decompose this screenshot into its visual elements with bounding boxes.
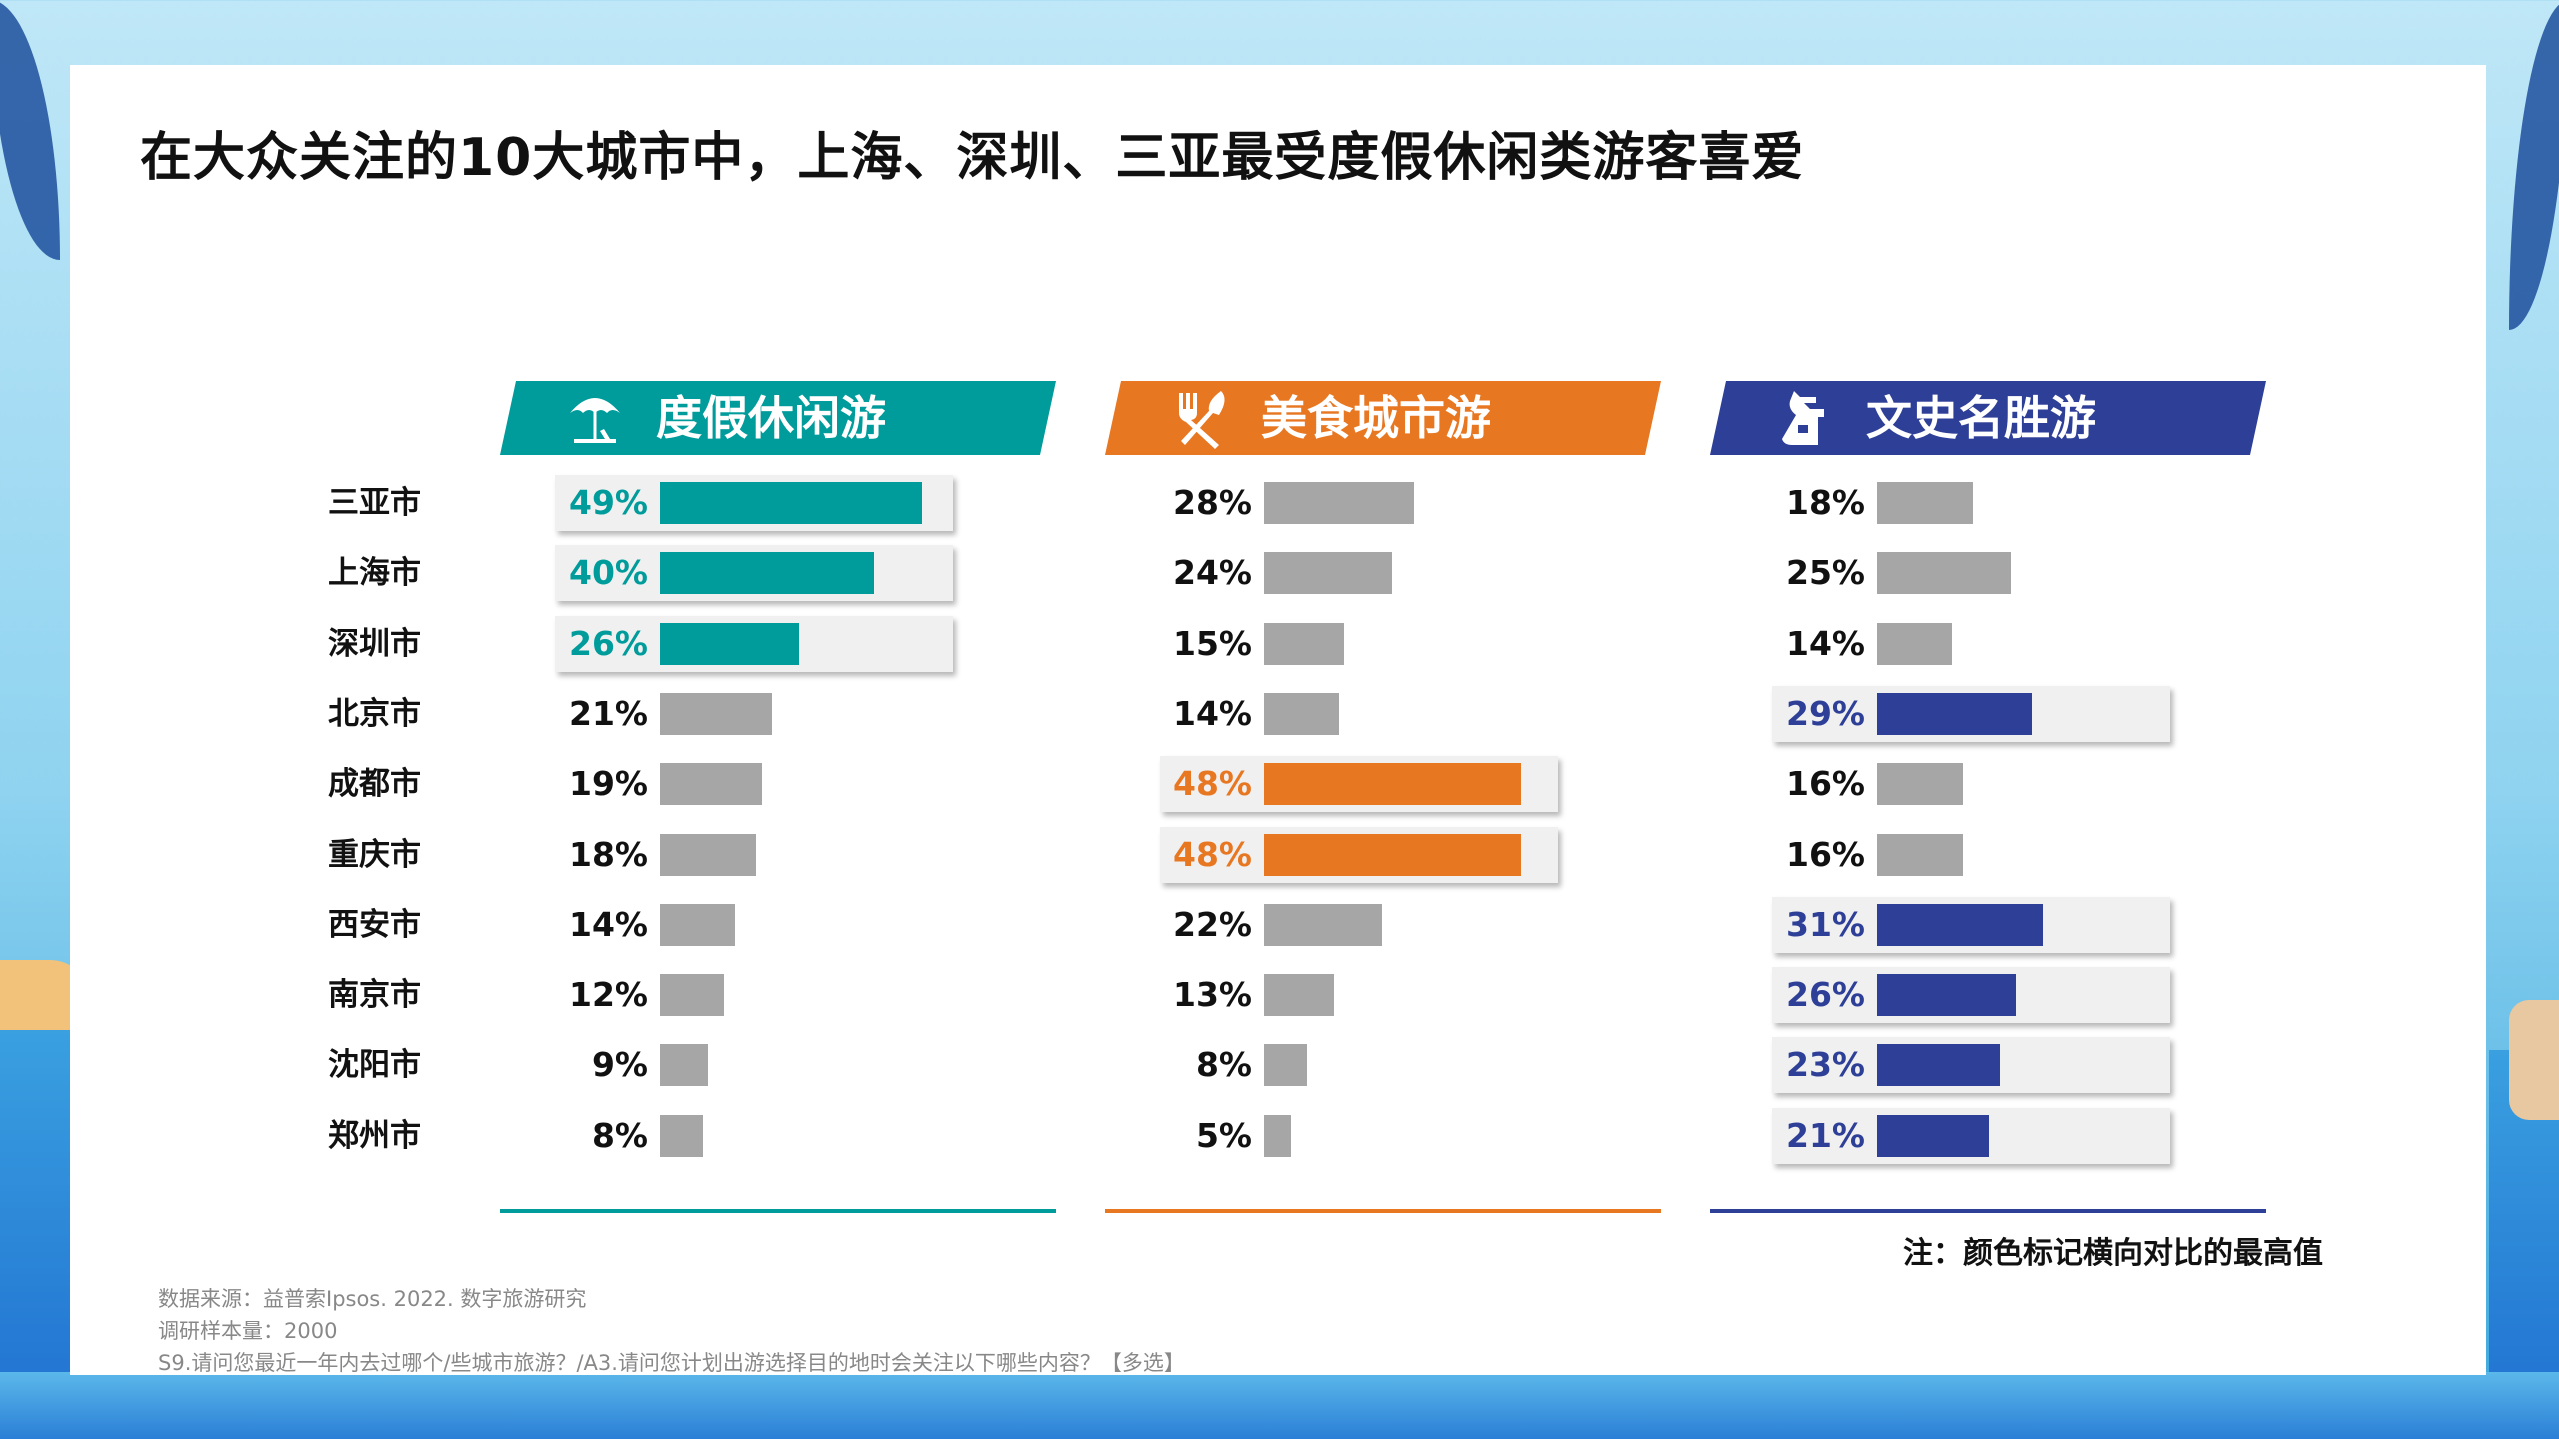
palm-leaf-decoration-right: [2509, 0, 2559, 330]
footnote-sample: 调研样本量：2000: [158, 1319, 338, 1343]
culture-baseline: [1710, 1209, 2266, 1213]
bar: [1264, 482, 1414, 524]
bar: [660, 763, 762, 806]
value-label: 31%: [1786, 904, 1865, 944]
fork-knife-icon: [1169, 387, 1231, 449]
value-label: 48%: [1173, 764, 1252, 804]
bar: [660, 974, 725, 1017]
bar: [660, 692, 773, 735]
header-food-label: 美食城市游: [1261, 391, 1491, 445]
value-label: 12%: [569, 975, 648, 1015]
value-label: 21%: [569, 693, 648, 733]
bar: [1264, 552, 1393, 595]
value-label: 18%: [569, 834, 648, 874]
city-label: 三亚市: [328, 485, 421, 521]
value-label: 5%: [1195, 1115, 1252, 1155]
value-label: 21%: [1786, 1115, 1865, 1155]
city-label: 沈阳市: [328, 1047, 421, 1084]
bar: [1264, 1114, 1291, 1157]
value-label: 24%: [1173, 553, 1252, 593]
city-label: 北京市: [328, 695, 421, 732]
value-label: 14%: [1173, 693, 1252, 733]
value-label: 8%: [591, 1115, 648, 1155]
value-label: 16%: [1786, 764, 1865, 804]
bar: [1264, 763, 1521, 806]
bar: [660, 552, 874, 595]
bar: [1877, 1044, 2001, 1087]
rock-decoration: [2509, 1000, 2559, 1120]
header-culture-label: 文史名胜游: [1866, 391, 2096, 445]
value-label: 13%: [1173, 975, 1252, 1015]
slide-card: 在大众关注的10大城市中，上海、深圳、三亚最受度假休闲类游客喜爱 三亚市上海市深…: [70, 65, 2486, 1375]
wave-decoration-bottom: [0, 1372, 2559, 1439]
value-label: 9%: [591, 1045, 648, 1085]
value-label: 48%: [1173, 834, 1252, 874]
value-label: 19%: [569, 764, 648, 804]
bar: [660, 903, 735, 946]
bar: [1877, 763, 1963, 806]
city-label: 成都市: [328, 766, 421, 803]
bar: [1877, 482, 1974, 524]
bar: [660, 482, 923, 524]
value-label: 8%: [1195, 1045, 1252, 1085]
value-label: 14%: [569, 904, 648, 944]
value-label: 15%: [1173, 623, 1252, 663]
palm-leaf-decoration-left: [0, 0, 60, 260]
city-label: 深圳市: [328, 625, 421, 662]
pagoda-icon: [1774, 387, 1836, 449]
city-label: 重庆市: [328, 836, 421, 873]
bar: [1877, 552, 2011, 595]
beach-umbrella-icon: [564, 387, 626, 449]
wave-decoration-left: [0, 1030, 80, 1439]
bar: [1264, 833, 1521, 876]
value-label: 16%: [1786, 834, 1865, 874]
city-label: 郑州市: [328, 1117, 421, 1154]
value-label: 18%: [1786, 483, 1865, 522]
value-label: 25%: [1786, 553, 1865, 593]
city-label: 西安市: [328, 906, 421, 943]
value-label: 14%: [1786, 623, 1865, 663]
bar: [660, 833, 757, 876]
bar: [1264, 622, 1345, 665]
bar: [1264, 974, 1334, 1017]
header-leisure-label: 度假休闲游: [656, 391, 886, 445]
leisure-baseline: [500, 1209, 1056, 1213]
bar: [660, 622, 800, 665]
value-label: 23%: [1786, 1045, 1865, 1085]
value-label: 49%: [569, 483, 648, 522]
bar: [1877, 974, 2017, 1017]
bar: [1877, 622, 1952, 665]
city-label: 上海市: [328, 555, 421, 592]
footnote-questions: S9.请问您最近一年内去过哪个/些城市旅游？/A3.请问您计划出游选择目的地时会…: [158, 1351, 1185, 1375]
bar: [1264, 692, 1339, 735]
bar: [1264, 903, 1382, 946]
city-label: 南京市: [328, 977, 421, 1014]
value-label: 40%: [569, 553, 648, 593]
page-title: 在大众关注的10大城市中，上海、深圳、三亚最受度假休闲类游客喜爱: [140, 128, 1805, 188]
bar: [660, 1044, 709, 1087]
color-note: 注：颜色标记横向对比的最高值: [1903, 1236, 2323, 1271]
value-label: 22%: [1173, 904, 1252, 944]
bar: [1877, 1114, 1990, 1157]
header-leisure: 度假休闲游: [500, 381, 1056, 455]
value-label: 28%: [1173, 483, 1252, 522]
bar: [1877, 692, 2033, 735]
bar: [660, 1114, 703, 1157]
bar: [1264, 1044, 1307, 1087]
header-culture: 文史名胜游: [1710, 381, 2266, 455]
bar: [1877, 833, 1963, 876]
value-label: 26%: [569, 623, 648, 663]
value-label: 26%: [1786, 975, 1865, 1015]
header-food: 美食城市游: [1105, 381, 1661, 455]
value-label: 29%: [1786, 693, 1865, 733]
wave-decoration-right: [2489, 1050, 2559, 1439]
footnote-source: 数据来源：益普索Ipsos. 2022. 数字旅游研究: [158, 1287, 587, 1311]
food-baseline: [1105, 1209, 1661, 1213]
bar: [1877, 903, 2043, 946]
